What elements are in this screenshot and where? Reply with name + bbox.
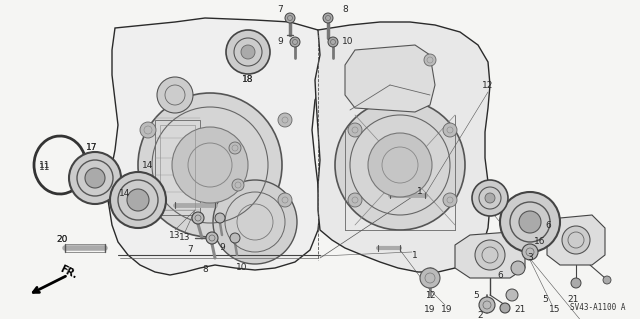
Polygon shape — [455, 232, 525, 278]
Text: SV43-A1100 A: SV43-A1100 A — [570, 303, 625, 312]
Text: 5: 5 — [473, 291, 479, 300]
Circle shape — [232, 179, 244, 191]
Circle shape — [475, 240, 505, 270]
Circle shape — [511, 261, 525, 275]
Circle shape — [500, 303, 510, 313]
Text: 13: 13 — [179, 234, 191, 242]
Text: 20: 20 — [56, 235, 68, 244]
Circle shape — [230, 233, 240, 243]
Circle shape — [519, 211, 541, 233]
Text: 19: 19 — [441, 306, 452, 315]
Text: 20: 20 — [56, 235, 68, 244]
Text: 21: 21 — [567, 295, 579, 305]
Circle shape — [424, 54, 436, 66]
Circle shape — [328, 37, 338, 47]
Circle shape — [335, 100, 465, 230]
Circle shape — [85, 168, 105, 188]
Circle shape — [229, 142, 241, 154]
Text: 10: 10 — [342, 38, 354, 47]
Circle shape — [368, 133, 432, 197]
Circle shape — [443, 193, 457, 207]
Circle shape — [215, 213, 225, 223]
Circle shape — [140, 122, 156, 138]
Circle shape — [157, 77, 193, 113]
Circle shape — [290, 37, 300, 47]
Text: 11: 11 — [39, 164, 51, 173]
Text: 13: 13 — [169, 231, 180, 240]
Text: 18: 18 — [243, 76, 253, 85]
Circle shape — [226, 30, 270, 74]
Circle shape — [420, 268, 440, 288]
Text: 16: 16 — [534, 238, 546, 247]
Text: 1: 1 — [412, 250, 418, 259]
Text: 11: 11 — [39, 160, 51, 169]
Polygon shape — [345, 45, 435, 112]
Polygon shape — [547, 215, 605, 265]
Circle shape — [506, 289, 518, 301]
Text: FR.: FR. — [58, 263, 79, 280]
Circle shape — [192, 212, 204, 224]
Circle shape — [278, 113, 292, 127]
Circle shape — [479, 297, 495, 313]
Text: 5: 5 — [542, 295, 548, 305]
Circle shape — [485, 193, 495, 203]
Text: 1: 1 — [417, 188, 423, 197]
Circle shape — [172, 127, 248, 203]
Polygon shape — [155, 120, 200, 215]
Circle shape — [138, 93, 282, 237]
Text: 8: 8 — [342, 5, 348, 14]
Circle shape — [500, 192, 560, 252]
Text: 14: 14 — [142, 160, 154, 169]
Circle shape — [278, 193, 292, 207]
Circle shape — [348, 193, 362, 207]
Text: 9: 9 — [277, 38, 283, 47]
Circle shape — [571, 278, 581, 288]
Text: 2: 2 — [477, 311, 483, 319]
Circle shape — [110, 172, 166, 228]
Text: 18: 18 — [243, 76, 253, 85]
Text: 21: 21 — [515, 306, 525, 315]
Circle shape — [443, 123, 457, 137]
Circle shape — [603, 276, 611, 284]
Circle shape — [213, 180, 297, 264]
Circle shape — [140, 187, 156, 203]
Text: 14: 14 — [119, 189, 131, 197]
Circle shape — [285, 13, 295, 23]
Text: 7: 7 — [187, 246, 193, 255]
Circle shape — [562, 226, 590, 254]
Circle shape — [241, 45, 255, 59]
Text: 10: 10 — [236, 263, 248, 272]
Circle shape — [472, 180, 508, 216]
Text: 6: 6 — [497, 271, 503, 279]
Text: 17: 17 — [86, 144, 98, 152]
Text: 7: 7 — [277, 5, 283, 14]
Text: 15: 15 — [549, 306, 561, 315]
Text: 9: 9 — [219, 243, 225, 253]
Text: 12: 12 — [483, 80, 493, 90]
Text: 6: 6 — [545, 220, 551, 229]
Circle shape — [127, 189, 149, 211]
Circle shape — [522, 244, 538, 260]
Polygon shape — [108, 18, 330, 275]
Text: 8: 8 — [202, 265, 208, 275]
Text: 3: 3 — [527, 254, 533, 263]
Circle shape — [323, 13, 333, 23]
Text: 17: 17 — [86, 144, 98, 152]
Polygon shape — [315, 22, 490, 272]
Text: 19: 19 — [424, 306, 436, 315]
Circle shape — [69, 152, 121, 204]
Circle shape — [348, 123, 362, 137]
Text: 12: 12 — [425, 291, 435, 300]
Circle shape — [206, 232, 218, 244]
